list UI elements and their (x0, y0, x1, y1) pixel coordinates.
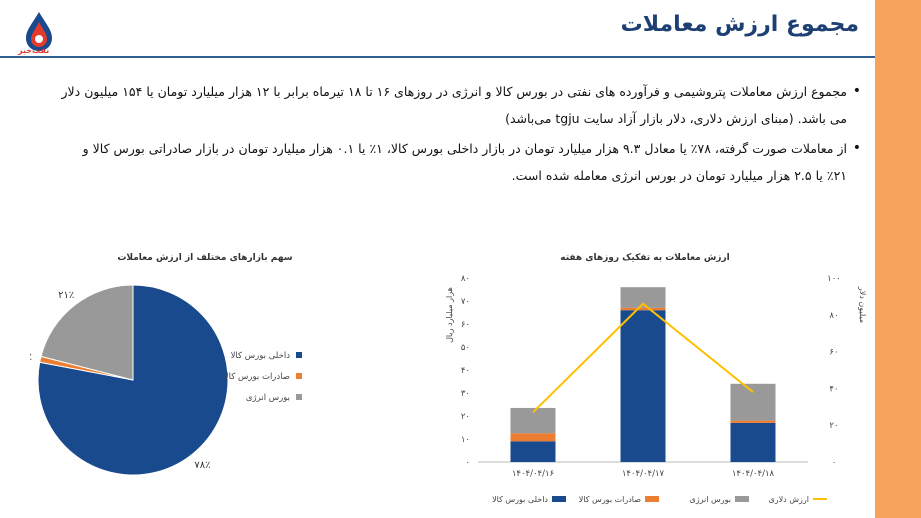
bullet-item: از معاملات صورت گرفته، ۷۸٪ یا معادل ۹.۳ … (61, 135, 861, 189)
y-tick-label: ۳۰ (461, 389, 470, 399)
y-tick-label: ۰ (465, 458, 470, 468)
pie-data-label: ۱٪ (30, 352, 32, 363)
pie-legend-swatch (296, 352, 302, 358)
summary-bullets: مجموع ارزش معاملات پتروشیمی و فرآورده ها… (61, 78, 861, 192)
y-tick-label: ۸۰ (461, 274, 470, 284)
pie-legend-label: داخلی بورس کالا (231, 351, 291, 361)
x-tick-label: ۱۴۰۴/۰۴/۱۸ (732, 469, 775, 479)
y2-tick-label: ۴۰ (829, 384, 838, 394)
bar-segment (510, 441, 556, 462)
bar-legend-swatch (735, 496, 749, 502)
y2-tick-label: ۲۰ (829, 421, 838, 431)
bar-segment (730, 420, 776, 423)
y2-axis-label: میلیون دلار (858, 286, 867, 323)
bar-legend-label: ارزش دلاری (768, 495, 809, 504)
bar-segment (730, 383, 776, 421)
bar-segment (620, 287, 666, 308)
pie-chart-title: سهم بازارهای مختلف از ارزش معاملات (117, 253, 292, 263)
bar-chart: ارزش معاملات به تفکیک روزهای هفته هزار م… (445, 253, 867, 504)
dollar-line (532, 302, 754, 414)
y-tick-label: ۱۰ (461, 435, 470, 445)
bar-segment (730, 422, 776, 462)
y2-tick-label: ۶۰ (829, 348, 838, 358)
pie-slice (37, 284, 229, 476)
accent-strip (875, 0, 921, 518)
bar-segment (620, 310, 666, 462)
pie-slice (40, 284, 134, 381)
pie-legend-swatch (296, 394, 302, 400)
y-axis-label: هزار میلیارد ریال (445, 287, 454, 343)
pie-legend-swatch (296, 373, 302, 379)
bar-legend-swatch (552, 496, 566, 502)
bar-legend-swatch (645, 496, 659, 502)
page-title: مجموع ارزش معاملات (620, 12, 859, 37)
header-bar: مجموع ارزش معاملات نفت‌خبر (0, 0, 875, 58)
y-tick-label: ۶۰ (461, 320, 470, 330)
y2-tick-label: ۰ (832, 458, 837, 468)
pie-data-label: ۷۸٪ (194, 460, 210, 471)
bar-legend-label: داخلی بورس کالا (492, 495, 548, 504)
bar-chart-title: ارزش معاملات به تفکیک روزهای هفته (560, 253, 730, 263)
bar-legend-label: بورس انرژی (689, 495, 731, 504)
y-tick-label: ۵۰ (461, 343, 470, 353)
pie-legend-label: صادرات بورس کالا (224, 372, 290, 382)
bullet-item: مجموع ارزش معاملات پتروشیمی و فرآورده ها… (61, 78, 861, 132)
y2-tick-label: ۱۰۰ (827, 274, 841, 284)
logo (26, 12, 52, 51)
pie-legend-label: بورس انرژی (246, 393, 290, 403)
pie-chart: سهم بازارهای مختلف از ارزش معاملات ۷۸٪ ۱٪… (30, 253, 302, 476)
x-tick-label: ۱۴۰۴/۰۴/۱۷ (622, 469, 665, 479)
bar-legend-label: صادرات بورس کالا (579, 495, 642, 504)
x-tick-label: ۱۴۰۴/۰۴/۱۶ (512, 469, 554, 479)
bar-segment (620, 307, 666, 311)
y2-tick-label: ۸۰ (829, 311, 838, 321)
bar-segment (510, 433, 556, 442)
pie-data-label: ۲۱٪ (58, 290, 74, 301)
y-tick-label: ۴۰ (461, 366, 470, 376)
logo-text: نفت‌خبر (18, 46, 50, 55)
y-tick-label: ۲۰ (461, 412, 470, 422)
y-tick-label: ۷۰ (461, 297, 470, 307)
